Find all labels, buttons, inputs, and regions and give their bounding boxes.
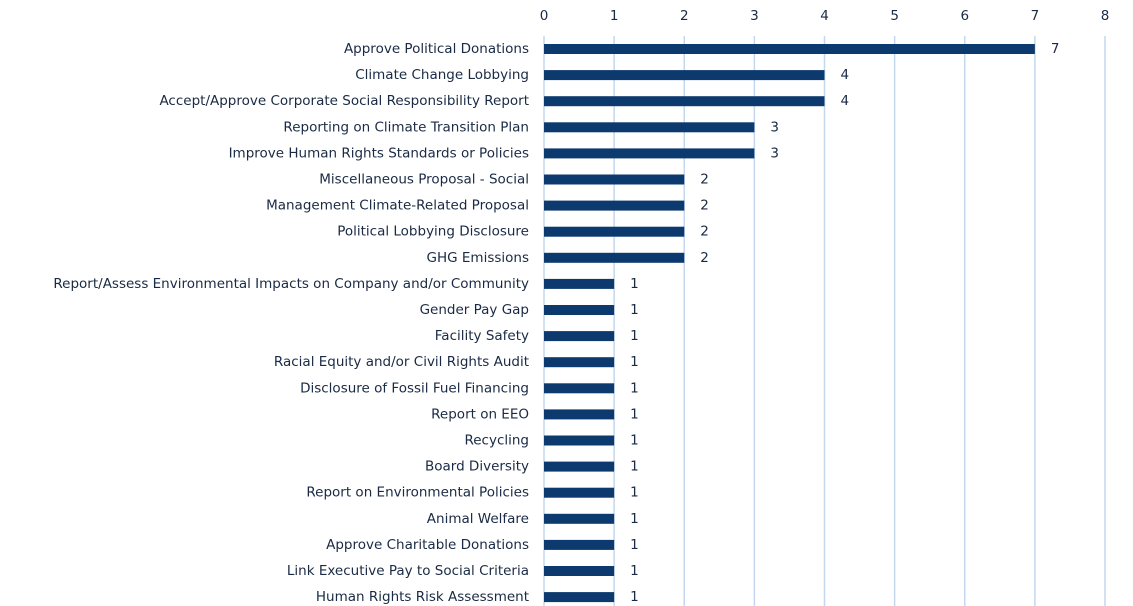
bar [544, 278, 615, 289]
bar [544, 409, 615, 420]
x-tick-label: 6 [960, 8, 969, 24]
data-label: 2 [700, 250, 709, 266]
y-tick-label: Board Diversity [425, 459, 529, 475]
data-label: 2 [700, 198, 709, 214]
data-label: 4 [841, 67, 850, 83]
bar [544, 305, 615, 315]
x-tick-label: 4 [820, 8, 829, 24]
bar [544, 592, 615, 603]
bar [544, 122, 755, 133]
y-tick-label: Human Rights Risk Assessment [316, 589, 529, 605]
y-tick-label: Management Climate-Related Proposal [266, 198, 529, 214]
bar [544, 70, 825, 81]
data-label: 1 [630, 511, 639, 527]
data-label: 2 [700, 172, 709, 188]
y-tick-label: Political Lobbying Disclosure [337, 224, 529, 240]
y-tick-label: Approve Political Donations [344, 41, 529, 57]
y-tick-label: Report on EEO [431, 406, 529, 422]
data-label: 1 [630, 276, 639, 292]
data-label: 3 [770, 119, 779, 135]
x-tick-label: 8 [1101, 8, 1110, 24]
y-tick-label: Racial Equity and/or Civil Rights Audit [274, 354, 529, 370]
data-label: 1 [630, 433, 639, 449]
data-label: 7 [1051, 41, 1060, 57]
bar [544, 331, 615, 342]
x-tick-label: 1 [610, 8, 619, 24]
bar [544, 487, 615, 498]
bar [544, 357, 615, 368]
bar [544, 461, 615, 472]
y-tick-label: Climate Change Lobbying [355, 67, 529, 83]
y-tick-label: Reporting on Climate Transition Plan [283, 119, 529, 135]
data-label: 1 [630, 354, 639, 370]
bar [544, 539, 615, 550]
bar [544, 174, 685, 185]
data-label: 1 [630, 302, 639, 318]
y-tick-label: Improve Human Rights Standards or Polici… [229, 145, 529, 161]
bar [544, 200, 685, 211]
y-tick-label: Disclosure of Fossil Fuel Financing [300, 380, 529, 396]
bar [544, 513, 615, 524]
y-tick-label: Miscellaneous Proposal - Social [319, 172, 529, 188]
x-tick-label: 2 [680, 8, 689, 24]
bar [544, 566, 615, 576]
bar [544, 252, 685, 263]
y-tick-label: Report on Environmental Policies [306, 485, 529, 501]
data-label: 1 [630, 537, 639, 553]
data-label: 1 [630, 563, 639, 579]
y-tick-label: Approve Charitable Donations [326, 537, 529, 553]
data-label: 1 [630, 328, 639, 344]
y-tick-label: Report/Assess Environmental Impacts on C… [53, 276, 529, 292]
x-tick-label: 5 [890, 8, 899, 24]
bar [544, 383, 615, 394]
y-tick-label: Link Executive Pay to Social Criteria [287, 563, 529, 579]
x-tick-label: 0 [540, 8, 549, 24]
y-tick-label: GHG Emissions [427, 250, 529, 266]
bar [544, 96, 825, 107]
data-label: 1 [630, 406, 639, 422]
x-tick-label: 7 [1031, 8, 1040, 24]
data-label: 1 [630, 459, 639, 475]
y-tick-label: Recycling [464, 433, 529, 449]
bar [544, 226, 685, 237]
y-tick-label: Animal Welfare [427, 511, 529, 527]
x-tick-label: 3 [750, 8, 759, 24]
data-label: 1 [630, 485, 639, 501]
bar [544, 44, 1035, 54]
y-tick-label: Gender Pay Gap [420, 302, 529, 318]
data-label: 1 [630, 589, 639, 605]
bar [544, 148, 755, 159]
data-label: 2 [700, 224, 709, 240]
bar [544, 435, 615, 446]
data-label: 4 [841, 93, 850, 109]
y-tick-label: Facility Safety [435, 328, 529, 344]
data-label: 1 [630, 380, 639, 396]
y-tick-label: Accept/Approve Corporate Social Responsi… [159, 93, 529, 109]
data-label: 3 [770, 145, 779, 161]
